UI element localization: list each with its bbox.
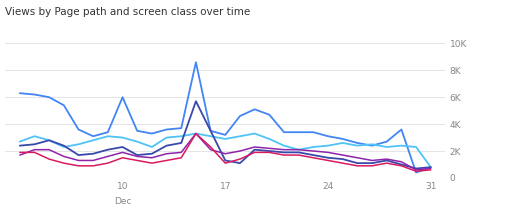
Text: Dec: Dec [114,197,131,206]
Text: Views by Page path and screen class over time: Views by Page path and screen class over… [5,7,250,16]
